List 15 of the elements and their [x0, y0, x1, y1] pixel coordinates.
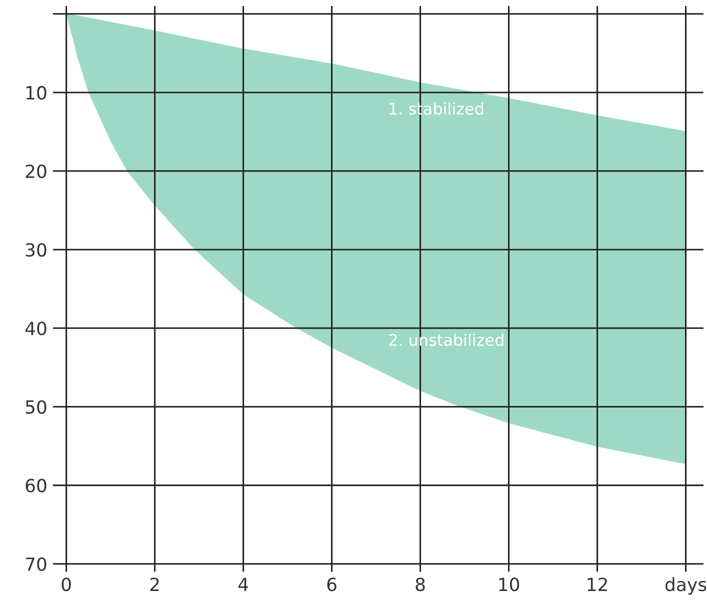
x-tick-label: 6	[327, 578, 336, 592]
x-tick-label: days	[665, 577, 706, 595]
y-tick-label: 60	[26, 478, 46, 492]
x-tick-label: 10	[499, 578, 520, 592]
x-tick-label: 2	[150, 578, 159, 591]
x-tick-label: 12	[588, 578, 607, 591]
y-tick-label: 50	[26, 400, 46, 414]
x-tick-label: 4	[238, 578, 248, 591]
y-tick-label: 10	[26, 86, 46, 100]
y-tick-label: 70	[26, 557, 46, 571]
y-tick-label: 40	[25, 322, 46, 336]
y-tick-label: 20	[26, 164, 46, 178]
x-tick-label: 8	[416, 578, 425, 592]
x-tick-label: 0	[62, 578, 71, 592]
y-tick-label: 30	[26, 243, 46, 257]
